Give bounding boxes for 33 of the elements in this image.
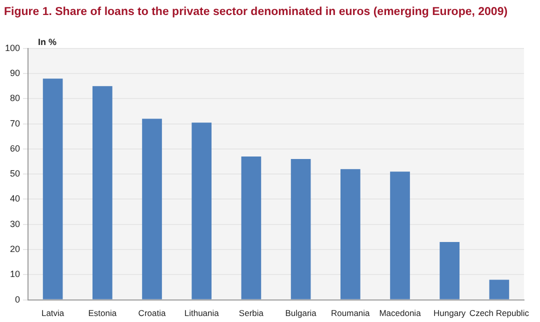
y-axis-title: In %	[38, 37, 57, 47]
x-tick-label: Serbia	[238, 308, 264, 318]
y-tick-label: 50	[10, 168, 20, 179]
y-tick-label: 60	[10, 143, 20, 154]
y-tick-label: 70	[10, 118, 20, 128]
x-tick-label: Bulgaria	[285, 308, 317, 318]
bar	[489, 280, 510, 300]
bar	[92, 86, 112, 300]
x-tick-label: Hungary	[434, 308, 466, 318]
y-tick-label: 40	[10, 194, 20, 204]
x-tick-label: Lithuania	[184, 308, 220, 318]
y-tick-label: 20	[10, 244, 20, 254]
chart-title: Figure 1. Share of loans to the private sector denominated in euros (emerging Europe, 2009)	[4, 6, 508, 18]
x-tick-label: Latvia	[41, 308, 64, 318]
y-tick-label: 90	[10, 68, 20, 78]
bar	[42, 78, 63, 300]
x-tick-label: Czech Republic	[469, 308, 530, 318]
bar	[440, 242, 460, 300]
bar	[142, 118, 162, 300]
y-tick-label: 10	[10, 269, 20, 280]
bar	[241, 156, 262, 300]
x-tick-label: Estonia	[88, 308, 117, 318]
bar	[192, 122, 212, 300]
y-tick-label: 30	[10, 218, 20, 229]
x-tick-label: Roumania	[331, 308, 370, 318]
bar	[290, 159, 311, 300]
x-tick-label: Croatia	[138, 308, 166, 318]
bar	[340, 169, 360, 300]
y-tick-label: 100	[4, 42, 20, 53]
y-tick-label: 80	[10, 93, 20, 104]
y-tick-label: 0	[15, 294, 20, 304]
x-tick-label: Macedonia	[379, 308, 422, 318]
bar	[390, 172, 410, 300]
